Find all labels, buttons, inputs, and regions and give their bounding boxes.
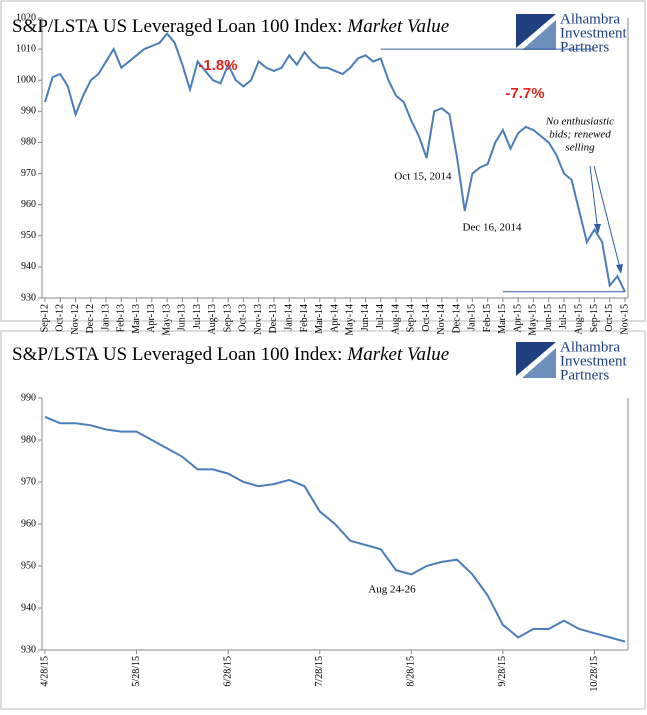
annotation: Aug 24-26: [368, 584, 416, 596]
arrow-head: [616, 264, 623, 274]
x-tick-label: Feb-13: [116, 304, 127, 332]
x-tick-label: Sep-13: [222, 304, 233, 332]
x-tick-label: Jun-15: [543, 304, 554, 331]
x-tick-label: 10/28/15: [589, 656, 600, 692]
x-tick-label: Sep-15: [589, 304, 600, 332]
chart-frame: [0, 0, 646, 322]
x-tick-label: Dec-12: [85, 304, 96, 333]
x-tick-label: Oct-13: [238, 304, 249, 332]
annotation-arrow: [593, 165, 622, 273]
logo-text: Investment: [560, 353, 627, 369]
y-tick-label: 960: [21, 199, 36, 210]
x-tick-label: Oct-12: [55, 304, 66, 332]
y-tick-label: 960: [21, 518, 36, 529]
x-tick-label: 5/28/15: [131, 656, 142, 687]
annotation: Oct 15, 2014: [394, 171, 452, 183]
x-tick-label: Aug-15: [574, 304, 585, 335]
x-tick-label: Jan-13: [100, 304, 111, 331]
chart-title: S&P/LSTA US Leveraged Loan 100 Index: Mar…: [12, 16, 449, 37]
logo-icon: [522, 20, 556, 50]
y-tick-label: 980: [21, 434, 36, 445]
x-tick-label: Dec-13: [268, 304, 279, 333]
x-tick-label: Jan-15: [467, 304, 478, 331]
x-tick-label: May-13: [161, 304, 172, 336]
annotation: bids; renewed: [549, 129, 611, 141]
logo-icon: [516, 342, 556, 376]
x-tick-label: Nov-13: [253, 304, 264, 335]
logo-text: Partners: [560, 39, 609, 55]
x-tick-label: Jul-15: [558, 304, 569, 329]
x-tick-label: 8/28/15: [406, 656, 417, 687]
chart-title: S&P/LSTA US Leveraged Loan 100 Index: Mar…: [12, 344, 449, 365]
title-emphasis: Market Value: [346, 16, 449, 37]
y-tick-label: 930: [21, 644, 36, 655]
logo-text: Partners: [560, 367, 609, 383]
y-tick-label: 970: [21, 476, 36, 487]
x-tick-label: Mar-15: [497, 304, 508, 334]
x-tick-label: 6/28/15: [222, 656, 233, 687]
annotation: -7.7%: [505, 85, 544, 102]
data-line: [44, 31, 626, 293]
logo-text: Alhambra: [560, 11, 620, 27]
x-tick-label: Feb-15: [482, 304, 493, 332]
y-tick-label: 950: [21, 560, 36, 571]
x-tick-label: Jun-14: [360, 304, 371, 331]
logo-icon: [516, 14, 556, 48]
y-tick-label: 940: [21, 602, 36, 613]
y-tick-label: 1020: [16, 12, 36, 23]
x-tick-label: May-14: [345, 304, 356, 336]
chart-frame: [0, 330, 646, 710]
x-tick-label: Apr-13: [146, 304, 157, 333]
title-emphasis: Market Value: [346, 344, 449, 365]
x-tick-label: Apr-15: [512, 304, 523, 333]
x-tick-label: May-15: [528, 304, 539, 336]
y-tick-label: 940: [21, 261, 36, 272]
title-text: S&P/LSTA US Leveraged Loan 100 Index:: [12, 16, 342, 37]
annotation: Dec 16, 2014: [463, 222, 522, 234]
x-tick-label: 4/28/15: [39, 656, 50, 687]
x-tick-label: Sep-14: [406, 304, 417, 332]
x-tick-label: 7/28/15: [314, 656, 325, 687]
y-tick-label: 930: [21, 292, 36, 303]
x-tick-label: Jan-14: [284, 304, 295, 331]
annotation-arrow: [589, 165, 599, 233]
x-tick-label: Aug-14: [390, 304, 401, 335]
y-tick-label: 970: [21, 168, 36, 179]
x-tick-label: Nov-12: [70, 304, 81, 335]
x-tick-label: Feb-14: [299, 304, 310, 332]
logo-text: Alhambra: [560, 339, 620, 355]
y-tick-label: 950: [21, 230, 36, 241]
title-text: S&P/LSTA US Leveraged Loan 100 Index:: [12, 344, 342, 365]
x-tick-label: Aug-13: [207, 304, 218, 335]
y-tick-label: 980: [21, 137, 36, 148]
x-tick-label: Mar-14: [314, 304, 325, 334]
logo-icon: [522, 348, 556, 378]
x-tick-label: Jul-14: [375, 304, 386, 329]
x-tick-label: Apr-14: [329, 304, 340, 333]
x-tick-label: Oct-15: [604, 304, 615, 332]
annotation: selling: [565, 142, 595, 154]
arrow-head: [594, 224, 601, 234]
logo-text: Investment: [560, 25, 627, 41]
y-tick-label: 990: [21, 392, 36, 403]
x-tick-label: Jul-13: [192, 304, 203, 329]
x-tick-label: 9/28/15: [497, 656, 508, 687]
x-tick-label: Oct-14: [421, 304, 432, 332]
y-tick-label: 1000: [16, 75, 36, 86]
y-tick-label: 990: [21, 106, 36, 117]
x-tick-label: Nov-15: [619, 304, 630, 335]
x-tick-label: Dec-14: [451, 304, 462, 333]
y-tick-label: 1010: [16, 43, 36, 54]
x-tick-label: Mar-13: [131, 304, 142, 334]
annotation: -1.8%: [198, 57, 237, 74]
data-line: [44, 415, 626, 643]
x-tick-label: Jun-13: [177, 304, 188, 331]
x-tick-label: Sep-12: [39, 304, 50, 332]
x-tick-label: Nov-14: [436, 304, 447, 335]
annotation: No enthusiastic: [545, 116, 614, 128]
